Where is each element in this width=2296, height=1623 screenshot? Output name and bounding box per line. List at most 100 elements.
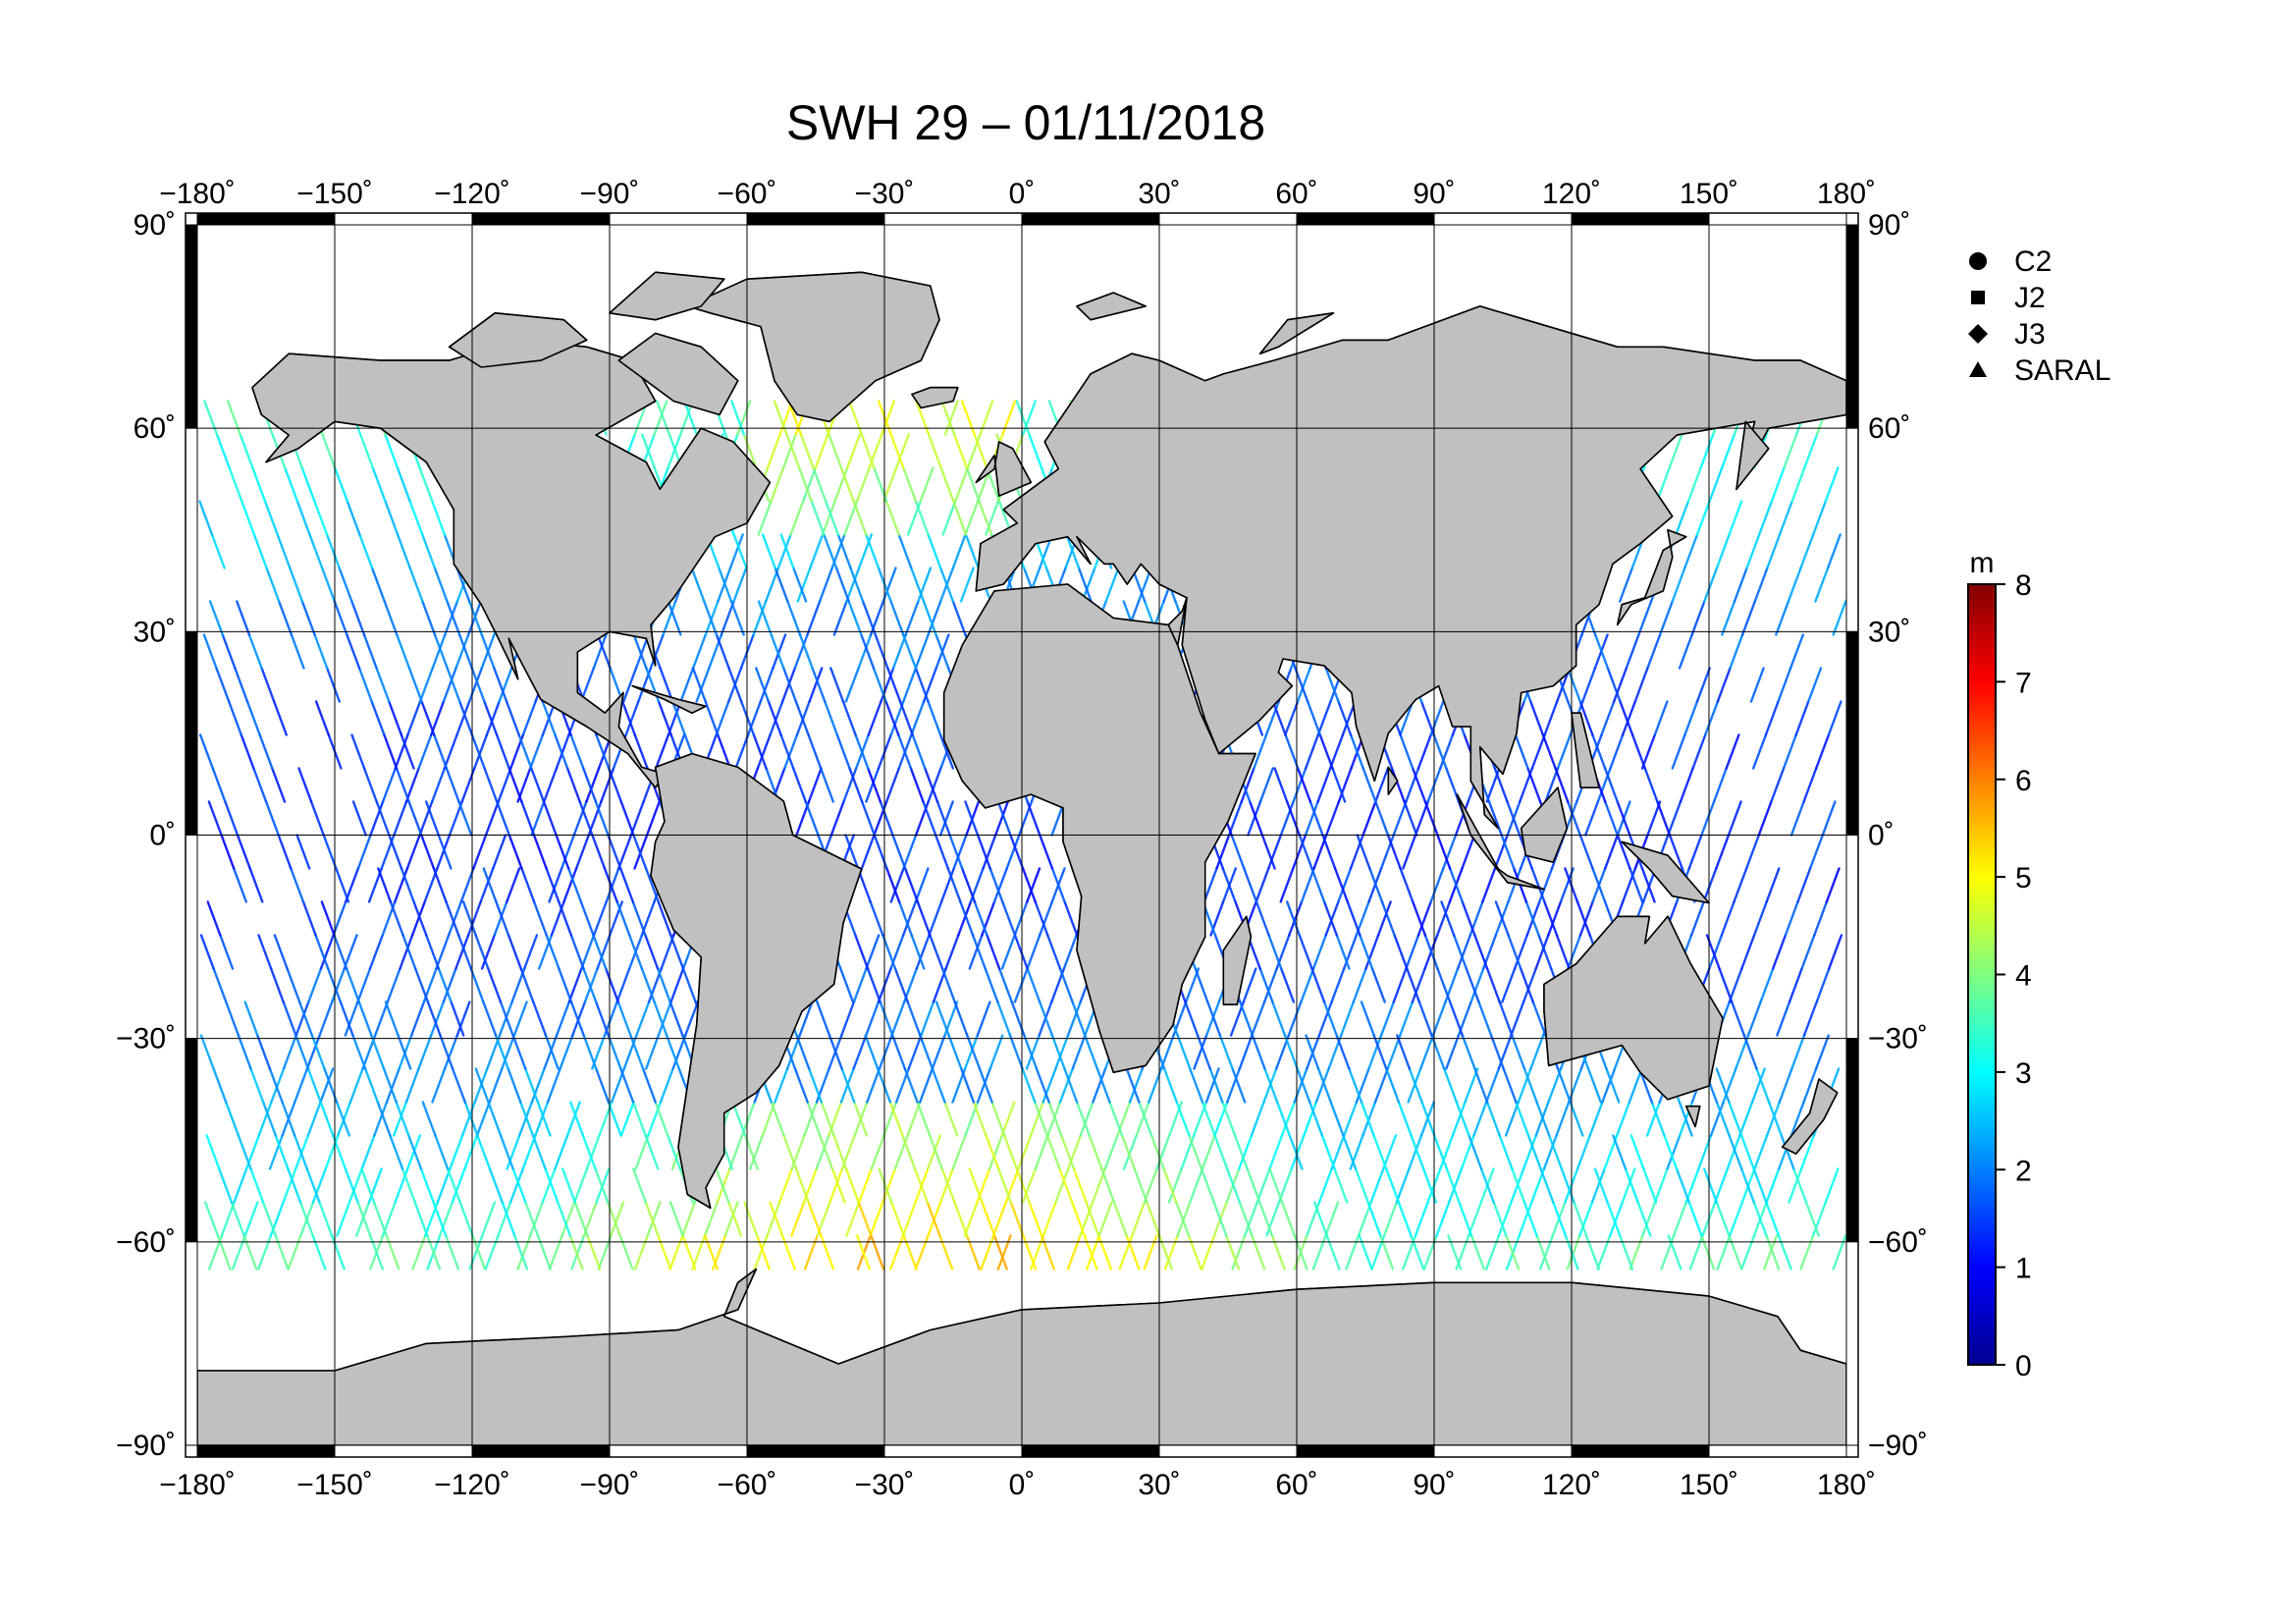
ground-track-segment bbox=[1335, 934, 1351, 970]
ground-track-segment bbox=[1193, 1034, 1208, 1070]
ground-track-segment bbox=[1369, 1167, 1385, 1204]
ground-track-segment bbox=[952, 500, 968, 536]
ground-track-segment bbox=[1071, 1034, 1087, 1070]
ground-track-segment bbox=[375, 667, 391, 703]
ground-track-segment bbox=[1395, 1167, 1411, 1204]
ground-track-segment bbox=[231, 1234, 246, 1271]
ground-track-segment bbox=[1636, 1201, 1652, 1237]
ground-track-segment bbox=[902, 667, 918, 703]
ground-track-segment bbox=[1473, 934, 1489, 970]
colorbar-tick-label: 7 bbox=[2015, 667, 2032, 699]
ground-track-segment bbox=[1497, 1201, 1513, 1237]
ground-track-segment bbox=[1667, 800, 1682, 837]
ground-track-segment bbox=[1013, 967, 1029, 1003]
ground-track-segment bbox=[789, 500, 805, 536]
frame-top-segment bbox=[1158, 212, 1298, 226]
ground-track-segment bbox=[866, 1067, 881, 1104]
ground-track-segment bbox=[1752, 1167, 1768, 1204]
ground-track-segment bbox=[964, 800, 980, 837]
ground-track-segment bbox=[951, 600, 967, 636]
ground-track-segment bbox=[198, 500, 214, 536]
ground-track-segment bbox=[1813, 900, 1829, 937]
ground-track-segment bbox=[1083, 1034, 1099, 1070]
ground-track-segment bbox=[881, 400, 896, 436]
ground-track-segment bbox=[466, 900, 482, 937]
ground-track-segment bbox=[319, 1067, 335, 1104]
ground-track-segment bbox=[1075, 1101, 1092, 1137]
ground-track-segment bbox=[777, 1167, 793, 1204]
ground-track-segment bbox=[657, 900, 672, 937]
ground-track-segment bbox=[294, 1001, 310, 1037]
ground-track-segment bbox=[1396, 1034, 1412, 1070]
ground-track-segment bbox=[1824, 1167, 1840, 1204]
ground-track-segment bbox=[667, 600, 682, 636]
ground-track-segment bbox=[1294, 667, 1309, 703]
ground-track-segment bbox=[1213, 1134, 1229, 1170]
ground-track-segment bbox=[951, 1134, 967, 1170]
ground-track-segment bbox=[1619, 700, 1634, 736]
ground-track-segment bbox=[1083, 1234, 1098, 1271]
ground-track-segment bbox=[774, 1067, 789, 1104]
ground-track-segment bbox=[940, 400, 956, 436]
ground-track-segment bbox=[313, 633, 329, 670]
ground-track-segment bbox=[1346, 900, 1362, 937]
ground-track-segment bbox=[384, 1001, 400, 1037]
ground-track-segment bbox=[1304, 733, 1320, 770]
ground-track-segment bbox=[1439, 1134, 1455, 1170]
lat-label-left: 90˚ bbox=[133, 209, 176, 242]
ground-track-segment bbox=[1009, 1201, 1025, 1237]
ground-track-segment bbox=[891, 1034, 907, 1070]
ground-track-segment bbox=[845, 1201, 861, 1237]
ground-track-segment bbox=[1802, 1067, 1818, 1104]
ground-track-segment bbox=[1472, 1101, 1488, 1137]
ground-track-segment bbox=[1026, 867, 1041, 903]
ground-track-segment bbox=[541, 700, 557, 736]
ground-track-segment bbox=[386, 967, 401, 1003]
ground-track-segment bbox=[1060, 1134, 1076, 1170]
ground-track-segment bbox=[1547, 900, 1563, 937]
legend-triangle-marker bbox=[1969, 361, 1987, 377]
ground-track-segment bbox=[1473, 1067, 1489, 1104]
ground-track-segment bbox=[474, 934, 490, 970]
ground-track-segment bbox=[407, 800, 423, 837]
ground-track-segment bbox=[298, 1001, 314, 1037]
ground-track-segment bbox=[943, 400, 959, 436]
ground-track-segment bbox=[507, 1067, 522, 1104]
ground-track-segment bbox=[505, 700, 520, 736]
ground-track-segment bbox=[935, 800, 951, 837]
ground-track-segment bbox=[981, 1201, 996, 1237]
ground-track-segment bbox=[548, 867, 563, 903]
ground-track-segment bbox=[1653, 700, 1669, 736]
ground-track-segment bbox=[1317, 1001, 1333, 1037]
ground-track-segment bbox=[893, 967, 909, 1003]
ground-track-segment bbox=[487, 1101, 503, 1137]
ground-track-segment bbox=[1762, 1234, 1779, 1271]
ground-track-segment bbox=[313, 500, 329, 536]
ground-track-segment bbox=[1729, 633, 1744, 670]
ground-track-segment bbox=[311, 1234, 327, 1271]
ground-track-segment bbox=[749, 1134, 764, 1170]
ground-track-segment bbox=[1739, 1134, 1755, 1170]
ground-track-segment bbox=[681, 967, 697, 1003]
ground-track-segment bbox=[1225, 1234, 1241, 1271]
ground-track-segment bbox=[370, 1034, 386, 1070]
ground-track-segment bbox=[1814, 567, 1830, 603]
ground-track-segment bbox=[1001, 900, 1017, 937]
frame-left-segment bbox=[185, 630, 198, 836]
ground-track-segment bbox=[662, 600, 677, 636]
ground-track-segment bbox=[996, 1001, 1012, 1037]
ground-track-segment bbox=[1251, 1034, 1266, 1070]
ground-track-segment bbox=[1063, 1067, 1079, 1104]
ground-track-segment bbox=[1788, 1167, 1803, 1204]
ground-track-segment bbox=[1790, 466, 1806, 503]
ground-track-segment bbox=[1410, 1234, 1425, 1271]
ground-track-segment bbox=[215, 433, 231, 469]
ground-track-segment bbox=[230, 1201, 245, 1237]
ground-track-segment bbox=[861, 600, 877, 636]
frame-left-segment bbox=[185, 224, 198, 429]
ground-track-segment bbox=[333, 934, 348, 970]
ground-track-segment bbox=[761, 533, 776, 569]
ground-track-segment bbox=[1530, 733, 1546, 770]
ground-track-segment bbox=[1489, 1034, 1505, 1070]
